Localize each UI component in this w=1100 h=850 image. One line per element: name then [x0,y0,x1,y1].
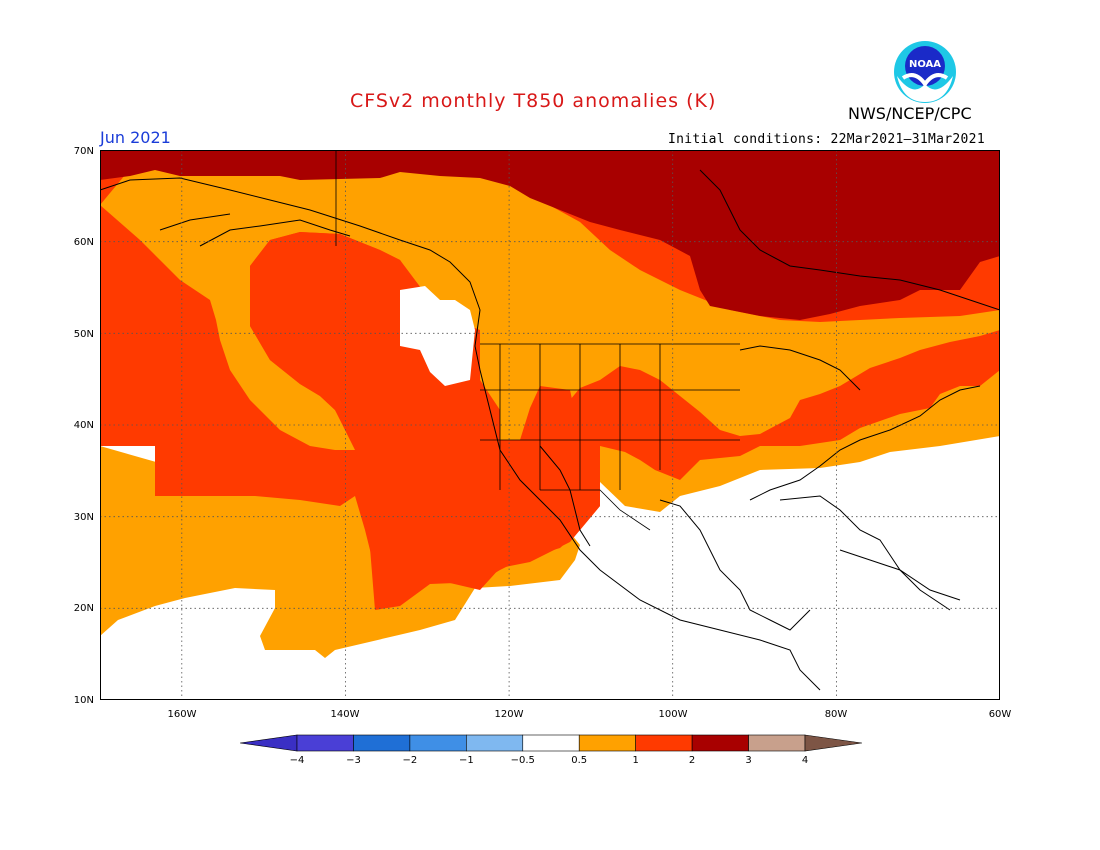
political-borders [335,150,740,531]
graticule [100,150,1000,700]
lon-tick-label: 160W [168,709,197,720]
colorbar-tick-label: 0.5 [571,755,587,766]
colorbar-tick-label: 1 [632,755,638,766]
color-bar [240,734,862,752]
noaa-logo-icon: NOAA [894,41,956,103]
colorbar-tick-label: −2 [403,755,418,766]
lat-tick-label: 10N [74,695,94,706]
chart-title: CFSv2 monthly T850 anomalies (K) [350,90,717,112]
lat-tick-label: 20N [74,603,94,614]
colorbar-tick-label: 4 [802,755,808,766]
agency-label: NWS/NCEP/CPC [848,104,972,123]
colorbar-tick-label: −4 [290,755,305,766]
lon-tick-label: 100W [659,709,688,720]
colorbar-segment [578,734,636,752]
longitude-labels: 160W 140W 120W 100W 80W 60W [168,709,1012,720]
lat-tick-label: 40N [74,420,94,431]
colorbar-tick-label: 3 [745,755,751,766]
colorbar-segment [691,734,749,752]
colorbar-segment [748,734,806,752]
colorbar-segment [804,734,862,752]
lat-tick-label: 30N [74,512,94,523]
colorbar-tick-label: −3 [346,755,361,766]
lat-tick-label: 50N [74,329,94,340]
latitude-labels: 10N 20N 30N 40N 50N 60N 70N [74,146,94,706]
colorbar-segment [522,734,580,752]
colorbar-tick-label: −1 [459,755,474,766]
lat-tick-label: 60N [74,237,94,248]
initial-conditions: Initial conditions: 22Mar2021–31Mar2021 [668,132,985,147]
colorbar-segment [296,734,354,752]
colorbar-segment [466,734,524,752]
lat-tick-label: 70N [74,146,94,157]
colorbar-segment [240,734,298,752]
colorbar-segment [635,734,693,752]
lon-tick-label: 140W [331,709,360,720]
lon-tick-label: 120W [495,709,524,720]
colorbar-tick-label: −0.5 [511,755,535,766]
colorbar-segment [409,734,467,752]
colorbar-segment [353,734,411,752]
logo-text: NOAA [909,59,941,70]
lon-tick-label: 80W [825,709,848,720]
colorbar-tick-label: 2 [689,755,695,766]
lon-tick-label: 60W [989,709,1012,720]
anomaly-map [100,150,1000,700]
forecast-month: Jun 2021 [100,128,171,147]
